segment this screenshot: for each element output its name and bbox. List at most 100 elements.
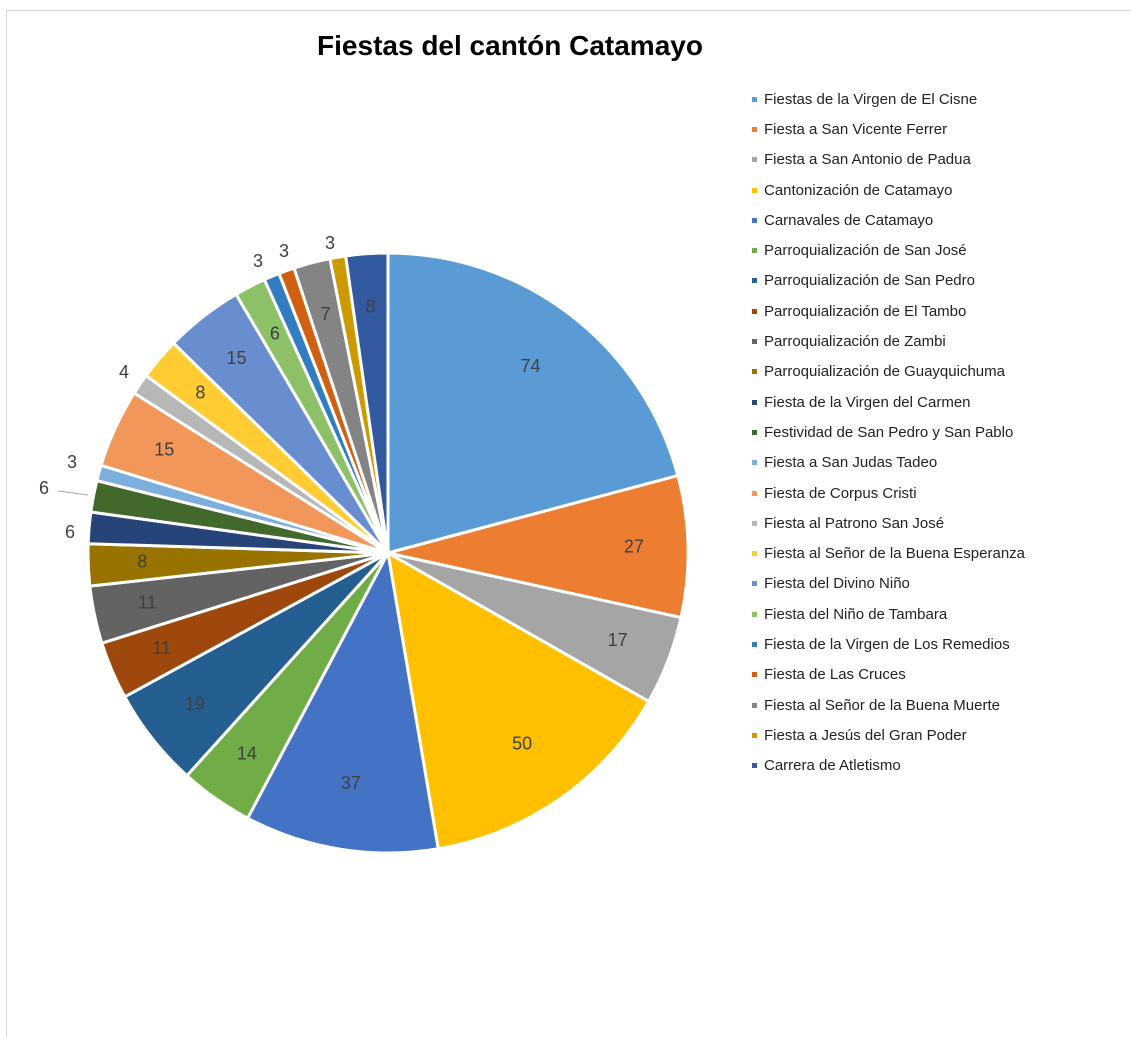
legend-label: Fiestas de la Virgen de El Cisne xyxy=(764,90,978,108)
legend-label: Fiesta del Divino Niño xyxy=(764,575,910,593)
legend-item: Parroquialización de El Tambo xyxy=(752,296,1122,326)
legend-label: Fiesta a Jesús del Gran Poder xyxy=(764,726,967,744)
legend-swatch xyxy=(752,551,757,557)
slice-value-label: 19 xyxy=(185,694,205,714)
legend-item: Fiesta de Corpus Cristi xyxy=(752,478,1122,508)
legend-swatch xyxy=(752,732,757,738)
leader-line xyxy=(57,490,89,496)
slice-value-label: 15 xyxy=(226,348,246,368)
slice-value-label: 3 xyxy=(325,233,335,253)
legend-item: Fiesta al Señor de la Buena Muerte xyxy=(752,690,1122,720)
slice-value-label: 6 xyxy=(270,323,280,343)
pie-slice xyxy=(245,548,440,855)
legend-item: Parroquialización de San José xyxy=(752,235,1122,265)
legend-label: Fiesta del Niño de Tambara xyxy=(764,605,948,623)
legend-item: Fiesta de Las Cruces xyxy=(752,660,1122,690)
legend-label: Fiesta a San Vicente Ferrer xyxy=(764,120,948,138)
legend-item: Fiesta a San Antonio de Padua xyxy=(752,145,1122,175)
pie-slice xyxy=(343,251,390,554)
legend-swatch xyxy=(752,490,757,496)
slice-value-label: 3 xyxy=(67,452,77,472)
pie-slice xyxy=(385,550,651,851)
legend-item: Fiesta al Patrono San José xyxy=(752,508,1122,538)
legend-item: Fiesta al Señor de la Buena Esperanza xyxy=(752,538,1122,568)
legend-swatch xyxy=(752,763,757,769)
legend-label: Fiesta de la Virgen del Carmen xyxy=(764,393,971,411)
slice-value-label: 14 xyxy=(237,743,257,763)
slice-value-label: 3 xyxy=(253,251,263,271)
legend-item: Parroquialización de San Pedro xyxy=(752,266,1122,296)
legend-label: Parroquialización de San José xyxy=(764,242,967,260)
legend-swatch xyxy=(752,581,757,587)
slice-value-label: 8 xyxy=(366,296,376,316)
legend-item: Fiesta a Jesús del Gran Poder xyxy=(752,720,1122,750)
legend-swatch xyxy=(752,520,757,526)
slice-value-label: 11 xyxy=(138,593,157,613)
slice-value-label: 74 xyxy=(520,356,540,376)
legend-label: Carrera de Atletismo xyxy=(764,757,901,775)
slice-value-label: 4 xyxy=(119,362,129,382)
legend-label: Parroquialización de El Tambo xyxy=(764,302,967,320)
legend-swatch xyxy=(752,702,757,708)
slice-value-label: 15 xyxy=(154,439,174,459)
legend-item: Fiesta a San Vicente Ferrer xyxy=(752,114,1122,144)
slice-value-label: 6 xyxy=(39,478,49,498)
legend-label: Parroquialización de San Pedro xyxy=(764,272,975,290)
legend-label: Fiesta a San Antonio de Padua xyxy=(764,151,971,169)
legend-item: Festividad de San Pedro y San Pablo xyxy=(752,417,1122,447)
slice-value-label: 7 xyxy=(321,304,331,324)
legend-swatch xyxy=(752,369,757,375)
chart-frame xyxy=(6,10,1131,1037)
legend-item: Fiesta del Divino Niño xyxy=(752,569,1122,599)
legend-label: Carnavales de Catamayo xyxy=(764,211,934,229)
slice-value-label: 37 xyxy=(341,773,361,793)
legend-item: Carnavales de Catamayo xyxy=(752,205,1122,235)
legend-swatch xyxy=(752,278,757,284)
legend-label: Fiesta a San Judas Tadeo xyxy=(764,454,938,472)
legend-label: Cantonización de Catamayo xyxy=(764,181,953,199)
slice-value-label: 6 xyxy=(65,522,75,542)
legend-swatch xyxy=(752,672,757,678)
legend-label: Fiesta al Señor de la Buena Muerte xyxy=(764,696,1000,714)
legend-item: Parroquialización de Guayquichuma xyxy=(752,357,1122,387)
pie-slice xyxy=(386,251,680,555)
legend-label: Parroquialización de Guayquichuma xyxy=(764,363,1005,381)
legend-item: Carrera de Atletismo xyxy=(752,751,1122,781)
chart-title: Fiestas del cantón Catamayo xyxy=(317,30,703,61)
legend-item: Fiesta del Niño de Tambara xyxy=(752,599,1122,629)
legend-label: Parroquialización de Zambi xyxy=(764,333,946,351)
legend-label: Fiesta al Señor de la Buena Esperanza xyxy=(764,545,1025,563)
legend-swatch xyxy=(752,126,757,132)
legend-swatch xyxy=(752,96,757,102)
legend-label: Fiesta de Corpus Cristi xyxy=(764,484,917,502)
chart-legend: Fiestas de la Virgen de El Cisne Fiesta a… xyxy=(752,84,1122,781)
slice-value-label: 50 xyxy=(512,733,532,753)
legend-item: Parroquialización de Zambi xyxy=(752,326,1122,356)
legend-label: Fiesta al Patrono San José xyxy=(764,514,945,532)
legend-swatch xyxy=(752,157,757,163)
legend-swatch xyxy=(752,641,757,647)
legend-swatch xyxy=(752,339,757,345)
legend-swatch xyxy=(752,429,757,435)
pie-slice xyxy=(387,473,690,620)
slice-value-label: 8 xyxy=(137,552,147,572)
legend-item: Fiestas de la Virgen de El Cisne xyxy=(752,84,1122,114)
legend-swatch xyxy=(752,308,757,314)
legend-swatch xyxy=(752,217,757,223)
slice-value-label: 11 xyxy=(152,638,171,658)
legend-label: Festividad de San Pedro y San Pablo xyxy=(764,423,1014,441)
legend-label: Fiesta de Las Cruces xyxy=(764,666,906,684)
legend-label: Fiesta de la Virgen de Los Remedios xyxy=(764,635,1010,653)
legend-swatch xyxy=(752,611,757,617)
legend-swatch xyxy=(752,187,757,193)
legend-item: Cantonización de Catamayo xyxy=(752,175,1122,205)
slice-value-label: 27 xyxy=(624,536,644,556)
slice-value-label: 17 xyxy=(608,630,628,650)
legend-item: Fiesta de la Virgen del Carmen xyxy=(752,387,1122,417)
slice-value-label: 3 xyxy=(279,241,289,261)
legend-swatch xyxy=(752,399,757,405)
legend-item: Fiesta a San Judas Tadeo xyxy=(752,448,1122,478)
slice-value-label: 8 xyxy=(195,383,205,403)
legend-swatch xyxy=(752,460,757,466)
